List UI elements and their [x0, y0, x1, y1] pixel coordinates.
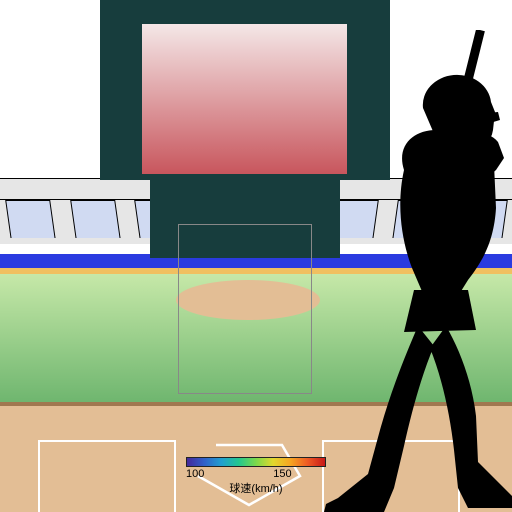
batter-silhouette — [318, 30, 512, 512]
colorbar-label: 球速(km/h) — [186, 480, 326, 496]
stage: 100 150 球速(km/h) — [0, 0, 512, 512]
colorbar-tick: 150 — [273, 468, 291, 480]
colorbar-gradient — [186, 457, 326, 467]
colorbar-ticks: 100 150 — [186, 468, 326, 480]
colorbar-tick: 100 — [186, 468, 204, 480]
speed-colorbar: 100 150 球速(km/h) — [186, 457, 326, 496]
